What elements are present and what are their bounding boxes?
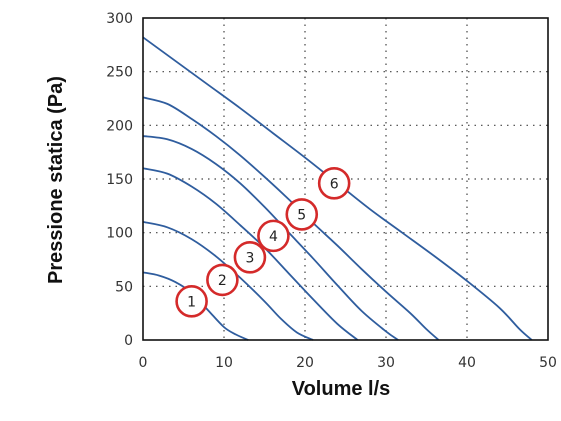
x-tick-label: 40 bbox=[458, 355, 476, 371]
marker-circle bbox=[257, 219, 290, 253]
y-axis-label: Pressione statica (Pa) bbox=[45, 76, 67, 284]
speed-marker-4: 4 bbox=[257, 219, 290, 253]
speed-marker-2: 2 bbox=[206, 263, 239, 297]
x-tick-label: 20 bbox=[296, 355, 314, 371]
y-ticks: 0 50 100 150 200 250 300 bbox=[106, 11, 133, 349]
y-tick-label: 100 bbox=[106, 226, 133, 242]
x-tick-label: 30 bbox=[377, 355, 395, 371]
marker-circle bbox=[317, 166, 351, 200]
marker-circle bbox=[206, 263, 239, 297]
y-tick-label: 200 bbox=[106, 118, 133, 134]
y-tick-label: 0 bbox=[124, 333, 133, 349]
marker-label: 1 bbox=[187, 294, 196, 310]
plot-frame bbox=[142, 17, 549, 341]
marker-label: 2 bbox=[218, 273, 227, 289]
speed-marker-3: 3 bbox=[233, 241, 267, 274]
marker-label: 3 bbox=[245, 250, 254, 266]
marker-label: 6 bbox=[330, 176, 339, 192]
x-tick-label: 0 bbox=[139, 355, 148, 371]
fan-curve-3 bbox=[142, 167, 359, 341]
marker-label: 5 bbox=[297, 207, 306, 223]
y-tick-label: 300 bbox=[106, 11, 133, 27]
x-ticks: 0 10 20 30 40 50 bbox=[139, 355, 557, 371]
x-tick-label: 10 bbox=[215, 355, 233, 371]
speed-markers: 1 2 34 5 6 bbox=[175, 166, 351, 318]
y-tick-label: 50 bbox=[115, 279, 133, 295]
axes bbox=[142, 17, 549, 341]
x-axis-label: Volume l/s bbox=[292, 378, 391, 400]
fan-curve-2 bbox=[142, 221, 314, 341]
marker-circle bbox=[233, 241, 267, 274]
fan-curve-4 bbox=[142, 135, 399, 341]
speed-marker-5: 5 bbox=[285, 198, 319, 231]
speed-marker-6: 6 bbox=[317, 166, 351, 200]
fan-curve-6 bbox=[142, 36, 533, 341]
y-tick-label: 150 bbox=[106, 172, 133, 188]
speed-marker-1: 1 bbox=[175, 285, 208, 318]
marker-label: 4 bbox=[269, 229, 278, 245]
x-tick-label: 50 bbox=[539, 355, 557, 371]
y-tick-label: 250 bbox=[106, 65, 133, 81]
marker-circle bbox=[175, 285, 208, 318]
marker-circle bbox=[285, 198, 319, 231]
